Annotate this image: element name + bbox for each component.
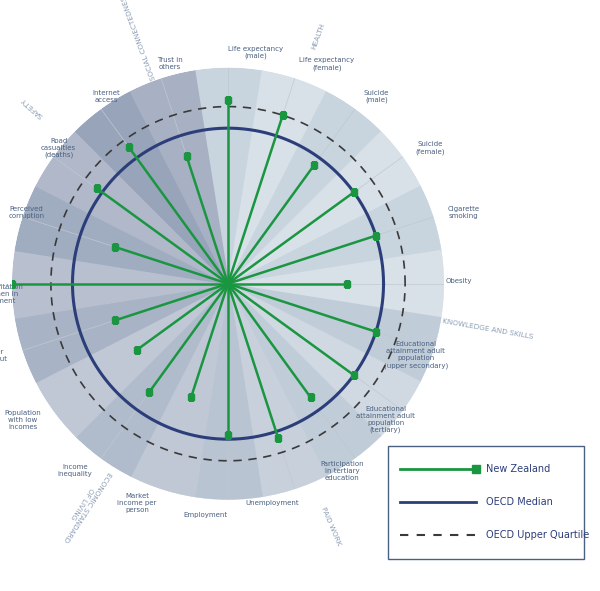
Text: Unemployment: Unemployment [246, 501, 299, 506]
Text: Life expectancy
(male): Life expectancy (male) [228, 46, 283, 59]
Text: Obesity: Obesity [446, 278, 472, 284]
Text: Life expectancy
(female): Life expectancy (female) [299, 57, 355, 70]
Text: PAID WORK: PAID WORK [320, 506, 342, 547]
Text: New Zealand: New Zealand [486, 465, 550, 474]
Text: Population
with low
incomes: Population with low incomes [4, 410, 41, 430]
Text: SAFETY: SAFETY [20, 96, 44, 119]
Text: Income
inequality: Income inequality [58, 464, 92, 477]
Text: Suicide
(male): Suicide (male) [364, 90, 389, 103]
Text: Representation
of women in
Parliament: Representation of women in Parliament [0, 284, 23, 304]
Text: Educational
attainment adult
population
(upper secondary): Educational attainment adult population … [383, 342, 448, 369]
Text: HEALTH: HEALTH [311, 22, 326, 50]
Text: Educational
attainment adult
population
(tertiary): Educational attainment adult population … [356, 406, 415, 433]
Text: OECD Upper Quartile: OECD Upper Quartile [486, 531, 589, 540]
Text: KNOWLEDGE AND SKILLS: KNOWLEDGE AND SKILLS [442, 319, 533, 340]
Text: Cigarette
smoking: Cigarette smoking [448, 206, 480, 219]
Text: Trust in
others: Trust in others [157, 57, 182, 70]
Text: ECONOMIC STANDARD
OF LIVING: ECONOMIC STANDARD OF LIVING [57, 467, 112, 543]
Text: Employment: Employment [184, 512, 228, 518]
Text: Voter
turnout: Voter turnout [0, 349, 8, 362]
Text: Market
income per
person: Market income per person [117, 493, 157, 514]
Text: Suicide
(female): Suicide (female) [415, 141, 445, 155]
Text: Road
casualties
(deaths): Road casualties (deaths) [41, 138, 76, 158]
Text: OECD Median: OECD Median [486, 498, 553, 507]
Text: Internet
access: Internet access [92, 90, 120, 103]
Text: Perceived
corruption: Perceived corruption [8, 206, 44, 219]
Text: CIVIL AND POLITICAL RIGHTS: CIVIL AND POLITICAL RIGHTS [0, 281, 17, 287]
Text: Participation
in tertiary
education: Participation in tertiary education [320, 460, 364, 480]
Text: SOCIAL CONNECTEDNESS: SOCIAL CONNECTEDNESS [119, 0, 157, 81]
